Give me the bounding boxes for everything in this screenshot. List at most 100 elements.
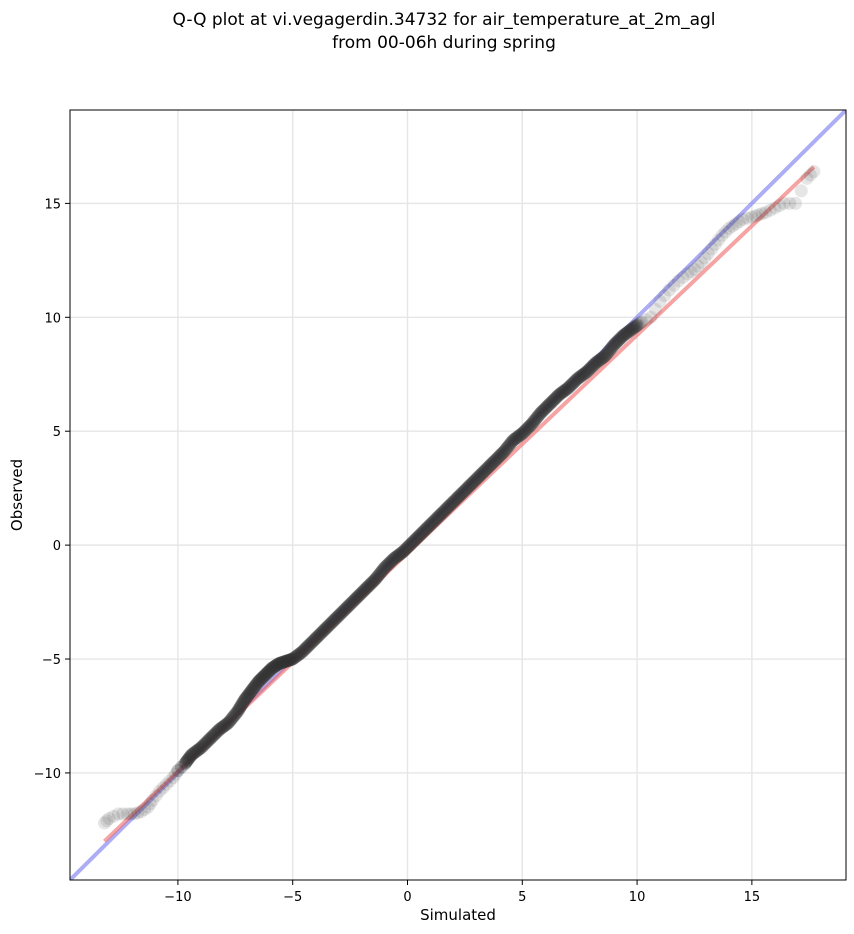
qq-point (328, 612, 342, 626)
qq-point (502, 439, 516, 453)
qq-point (554, 386, 568, 400)
qq-point (588, 357, 602, 371)
qq-point (591, 354, 605, 368)
qq-point (371, 569, 385, 583)
qq-point (619, 327, 633, 341)
qq-point (357, 584, 371, 598)
grid-lines (70, 110, 846, 880)
qq-point (141, 800, 155, 814)
qq-point (310, 630, 324, 644)
qq-point (617, 328, 631, 342)
qq-point (803, 168, 817, 182)
qq-point (201, 734, 215, 748)
qq-point (333, 608, 347, 622)
qq-point (569, 373, 583, 387)
reference-lines (70, 110, 846, 880)
chart-title-line-2: from 00-06h during spring (332, 33, 556, 53)
qq-point (311, 629, 325, 643)
qq-point (456, 486, 470, 500)
qq-point (504, 436, 518, 450)
y-axis-ticks: −10 −5 0 5 10 15 (34, 197, 70, 782)
qq-point (359, 581, 373, 595)
qq-point (584, 360, 598, 374)
qq-point (262, 665, 276, 679)
qq-point (568, 374, 582, 388)
qq-point (407, 534, 421, 548)
qq-point (546, 393, 560, 407)
qq-point (676, 270, 690, 284)
qq-point (281, 654, 295, 668)
qq-point (349, 592, 363, 606)
qq-point (483, 458, 497, 472)
qq-point (366, 575, 380, 589)
qq-point (251, 675, 265, 689)
qq-point (476, 465, 490, 479)
qq-point (684, 265, 698, 279)
qq-point (507, 432, 521, 446)
chart-title-line-1: Q-Q plot at vi.vegagerdin.34732 for air_… (172, 10, 715, 30)
qq-point (225, 712, 239, 726)
qq-point (231, 703, 245, 717)
qq-point (465, 477, 479, 491)
qq-point (464, 478, 478, 492)
qq-point (458, 483, 472, 497)
x-tick-label: 15 (744, 890, 761, 905)
qq-point (266, 661, 280, 675)
qq-point (240, 690, 254, 704)
qq-point (574, 369, 588, 383)
qq-point (343, 597, 357, 611)
qq-point (573, 370, 587, 384)
qq-point (317, 624, 331, 638)
qq-point (452, 489, 466, 503)
qq-point (589, 356, 603, 370)
qq-point (396, 545, 410, 559)
qq-point (159, 777, 173, 791)
qq-point (254, 672, 268, 686)
qq-point (559, 383, 573, 397)
qq-point (166, 770, 180, 784)
qq-point (259, 667, 273, 681)
qq-point (227, 709, 241, 723)
qq-point (402, 539, 416, 553)
qq-point (275, 656, 289, 670)
qq-point (511, 430, 525, 444)
qq-point (384, 554, 398, 568)
qq-point (413, 528, 427, 542)
qq-point (390, 549, 404, 563)
qq-point (97, 816, 111, 830)
qq-point (482, 460, 496, 474)
qq-point (212, 723, 226, 737)
y-axis-label: Observed (8, 459, 26, 531)
qq-point (577, 367, 591, 381)
qq-point (627, 321, 641, 335)
qq-point (570, 372, 584, 386)
qq-point (257, 669, 271, 683)
qq-point (527, 415, 541, 429)
qq-point (662, 283, 676, 297)
x-axis-label: Simulated (420, 906, 496, 924)
qq-point (174, 760, 188, 774)
qq-point (566, 376, 580, 390)
qq-point (360, 580, 374, 594)
qq-point (382, 556, 396, 570)
qq-point (341, 600, 355, 614)
qq-point (576, 368, 590, 382)
qq-point (339, 602, 353, 616)
qq-point (270, 658, 284, 672)
y-tick-label: 10 (44, 311, 61, 326)
qq-point (658, 289, 672, 303)
qq-point (236, 696, 250, 710)
qq-point (280, 654, 294, 668)
qq-point (192, 743, 206, 757)
qq-point (248, 679, 262, 693)
qq-point (249, 678, 263, 692)
qq-point (350, 591, 364, 605)
qq-point (427, 514, 441, 528)
qq-point (541, 399, 555, 413)
qq-point (378, 561, 392, 575)
qq-point (592, 353, 606, 367)
qq-point (585, 359, 599, 373)
qq-point (383, 555, 397, 569)
qq-point (246, 682, 260, 696)
